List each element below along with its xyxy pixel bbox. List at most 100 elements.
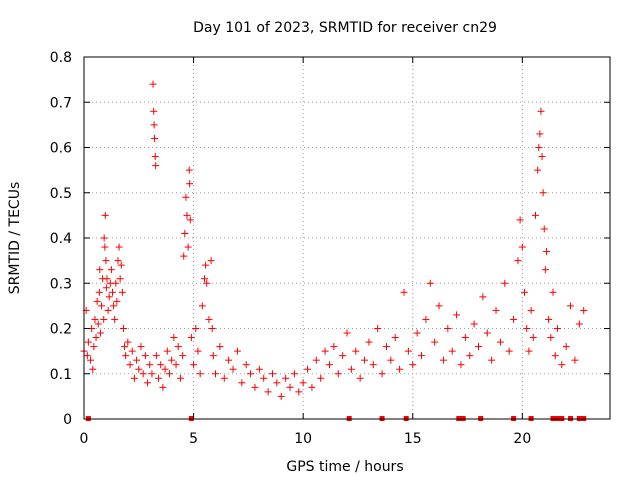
data-point: [121, 343, 129, 351]
data-point: [119, 325, 127, 332]
data-point: [144, 379, 152, 387]
data-point: [479, 293, 487, 301]
data-point: [567, 302, 575, 310]
x-tick-label: 5: [189, 431, 198, 447]
data-point: [571, 356, 579, 364]
data-point: [190, 361, 198, 369]
data-point: [93, 297, 101, 305]
data-point: [537, 107, 545, 115]
data-point: [374, 325, 382, 332]
data-point: [104, 306, 112, 314]
data-point: [150, 121, 158, 129]
data-point: [409, 361, 417, 369]
data-point: [496, 338, 504, 346]
data-point: [238, 379, 246, 387]
data-point: [179, 352, 187, 360]
data-point: [100, 234, 108, 242]
data-point: [103, 275, 111, 283]
data-point: [431, 338, 439, 346]
data-point: [580, 306, 588, 314]
data-point: [116, 275, 124, 283]
data-point: [255, 365, 263, 373]
data-point: [531, 211, 539, 219]
data-point: [260, 374, 268, 382]
data-point: [196, 370, 204, 378]
data-point: [117, 261, 125, 269]
grid-layer: [84, 57, 610, 419]
data-point: [321, 347, 329, 355]
data-point: [102, 257, 110, 265]
data-point: [475, 343, 482, 351]
data-point: [108, 288, 116, 296]
data-point: [194, 347, 202, 355]
data-point: [128, 347, 136, 355]
data-point: [444, 325, 452, 332]
data-point: [146, 361, 154, 369]
axis-layer: 0 5 10 15 20 0 0.1 0.2 0.3 0.4 0.5 0.6 0.7 0.8: [50, 50, 610, 447]
data-point: [536, 130, 544, 138]
data-point: [525, 347, 533, 355]
data-point: [100, 315, 108, 323]
data-point: [334, 370, 342, 378]
data-point: [453, 311, 461, 319]
data-point: [182, 193, 190, 201]
data-point: [330, 343, 338, 351]
data-point: [137, 343, 145, 351]
data-point: [181, 229, 189, 237]
data-point: [535, 144, 543, 151]
data-point: [562, 343, 570, 351]
data-point: [83, 352, 91, 360]
data-point: [201, 275, 209, 283]
y-tick-label: 0.6: [50, 141, 72, 157]
data-point: [112, 279, 120, 287]
data-point: [225, 356, 233, 364]
data-point: [523, 325, 531, 332]
data-point: [110, 302, 118, 310]
data-point: [264, 388, 272, 396]
data-point: [118, 288, 126, 296]
data-point: [107, 266, 115, 274]
data-point: [115, 243, 123, 251]
data-point: [126, 361, 134, 369]
data-point: [133, 356, 141, 364]
data-point: [161, 365, 169, 373]
data-point: [343, 329, 351, 337]
data-point: [113, 297, 121, 305]
data-point: [396, 365, 404, 373]
data-point: [553, 325, 561, 332]
data-point: [96, 329, 104, 337]
data-point: [212, 370, 219, 378]
data-point: [339, 352, 347, 360]
data-point: [268, 370, 276, 378]
data-point: [516, 216, 524, 224]
data-point: [96, 266, 104, 274]
data-point: [89, 365, 97, 373]
data-point: [439, 356, 447, 364]
data-point: [185, 166, 193, 174]
data-point: [192, 325, 200, 332]
y-tick-label: 0.3: [50, 276, 72, 292]
data-point: [155, 374, 163, 382]
data-point: [461, 334, 469, 342]
data-point: [361, 356, 369, 364]
data-point: [202, 261, 210, 269]
data-point: [317, 374, 325, 382]
data-point: [514, 257, 522, 265]
data-point: [124, 338, 132, 346]
data-point: [448, 347, 456, 355]
data-point: [168, 356, 176, 364]
data-point: [418, 352, 426, 360]
data-point: [87, 356, 95, 364]
data-point: [174, 343, 182, 351]
data-point: [488, 356, 496, 364]
data-point: [538, 153, 546, 161]
data-point: [198, 302, 206, 310]
data-point: [505, 347, 513, 355]
data-point: [521, 288, 529, 296]
data-point: [558, 361, 566, 369]
data-point: [369, 361, 377, 369]
data-point: [150, 107, 158, 115]
data-point: [157, 361, 165, 369]
data-points: [80, 80, 588, 400]
data-point: [413, 329, 421, 337]
